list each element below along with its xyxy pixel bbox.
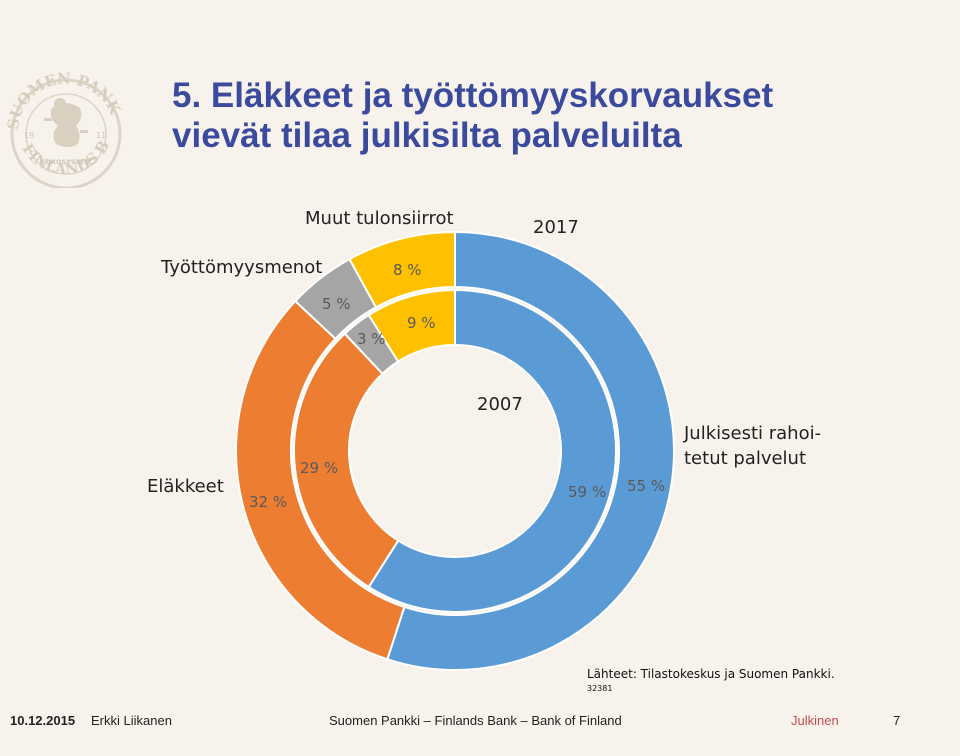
data-label-2017-unemployment: 5 %: [322, 295, 351, 313]
slice-2007-other-transfers: [367, 288, 456, 363]
source-note: Lähteet: Tilastokeskus ja Suomen Pankki.: [587, 667, 835, 681]
chart-code: 32381: [587, 684, 613, 693]
slice-2007-pensions: [293, 332, 400, 589]
footer-author: Erkki Liikanen: [91, 713, 172, 728]
logo-num-left: 19: [24, 131, 34, 140]
footer-date: 10.12.2015: [10, 713, 76, 728]
label-public-services-line1: Julkisesti rahoi-: [684, 423, 822, 444]
label-year-2007: 2007: [477, 394, 523, 415]
bank-seal-logo: SUOMEN PANKKI FINLANDS BANK 19 11 EUROSY…: [0, 38, 124, 188]
slice-2007-public-services: [367, 288, 617, 613]
slice-2017-public-services: [386, 230, 675, 671]
slide-title-line2: vievät tilaa julkisilta palveluilta: [172, 116, 682, 155]
label-public-services-line2: tetut palvelut: [684, 448, 807, 469]
label-year-2017: 2017: [533, 217, 579, 238]
data-label-2007-other: 9 %: [407, 314, 436, 332]
slide-title: 5. Eläkkeet ja työttömyyskorvaukset viev…: [172, 76, 773, 156]
label-pensions: Eläkkeet: [147, 476, 224, 497]
label-unemployment: Työttömyysmenot: [161, 257, 323, 278]
data-label-2017-other: 8 %: [393, 261, 422, 279]
slide-title-line1: 5. Eläkkeet ja työttömyyskorvaukset: [172, 76, 774, 115]
data-label-2007-unemployment: 3 %: [357, 330, 386, 348]
footer-org: Suomen Pankki – Finlands Bank – Bank of …: [329, 713, 622, 728]
data-label-2007-pensions: 29 %: [300, 459, 339, 477]
data-label-2017-pensions: 32 %: [249, 493, 288, 511]
slice-2017-other-transfers: [348, 230, 456, 309]
footer-page-number: 7: [893, 713, 901, 728]
slice-2017-pensions: [235, 299, 406, 661]
footer-classification: Julkinen: [791, 713, 839, 728]
logo-num-right: 11: [96, 131, 106, 140]
label-other-transfers: Muut tulonsiirrot: [305, 208, 454, 229]
data-label-2017-public: 55 %: [627, 477, 666, 495]
data-label-2007-public: 59 %: [568, 483, 607, 501]
logo-middle-text: EUROSYSTEM: [41, 158, 91, 166]
